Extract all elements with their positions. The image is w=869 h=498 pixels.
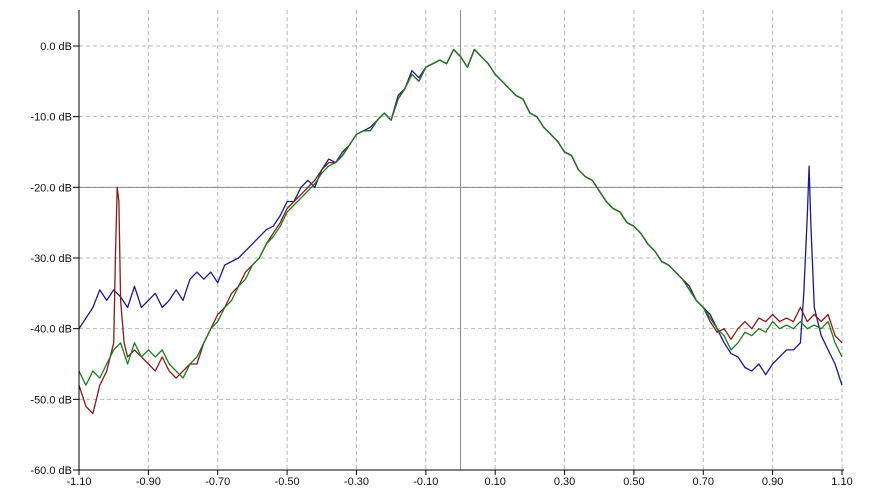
y-tick-label: -60.0 dB	[30, 465, 72, 477]
x-tick-label: -0.10	[413, 476, 438, 488]
series-line-3	[78, 48, 843, 386]
axes	[73, 10, 844, 475]
y-tick-label: -30.0 dB	[30, 253, 72, 265]
y-tick-label: -50.0 dB	[30, 394, 72, 406]
y-tick-label: -10.0 dB	[30, 112, 72, 124]
y-tick-label: 0.0 dB	[40, 41, 72, 53]
x-tick-label: 0.70	[693, 476, 714, 488]
y-tick-labels: 0.0 dB -10.0 dB -20.0 dB -30.0 dB -40.0 dB -5…	[30, 41, 72, 477]
reference-lines	[79, 10, 842, 470]
x-tick-label: -0.90	[136, 476, 161, 488]
x-tick-label: 1.10	[831, 476, 852, 488]
series-layer	[78, 48, 843, 415]
x-tick-labels: -1.10 -0.90 -0.70 -0.50 -0.30 -0.10 0.10 0.30 0.…	[66, 476, 852, 488]
x-tick-label: 0.50	[623, 476, 644, 488]
x-tick-label: 0.10	[484, 476, 505, 488]
x-tick-label: -0.70	[205, 476, 230, 488]
y-tick-label: -40.0 dB	[30, 324, 72, 336]
x-tick-label: 0.30	[554, 476, 575, 488]
x-tick-label: -0.30	[344, 476, 369, 488]
y-tick-label: -20.0 dB	[30, 182, 72, 194]
x-tick-label: -1.10	[66, 476, 91, 488]
x-tick-label: -0.50	[275, 476, 300, 488]
x-tick-label: 0.90	[762, 476, 783, 488]
